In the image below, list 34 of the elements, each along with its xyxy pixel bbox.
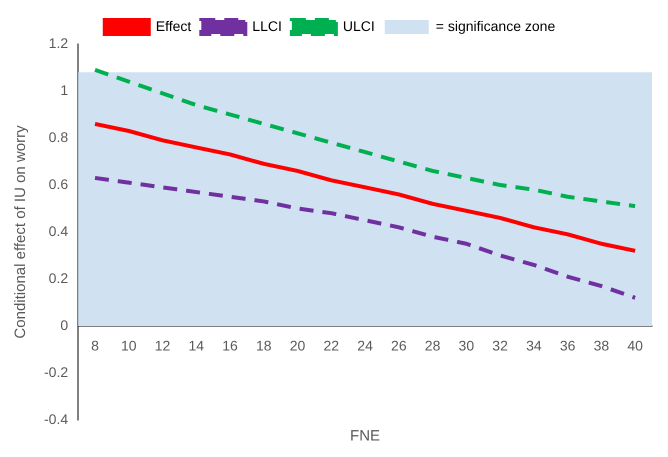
x-tick-label: 36 <box>560 337 576 354</box>
x-tick-label: 10 <box>120 337 137 354</box>
x-tick-label: 16 <box>222 337 238 354</box>
x-tick-label: 22 <box>324 337 340 354</box>
x-tick-label: 14 <box>188 337 204 354</box>
legend-label: = significance zone <box>436 18 556 34</box>
y-axis-title: Conditional effect of IU on worry <box>12 124 30 339</box>
legend-label: Effect <box>156 18 192 34</box>
x-tick-label: 40 <box>627 337 644 354</box>
x-tick-label: 28 <box>424 337 441 354</box>
y-tick-label: 0.8 <box>48 128 68 145</box>
y-tick-label: -0.4 <box>44 410 68 427</box>
x-tick-label: 24 <box>357 337 374 354</box>
y-tick-label: 1.2 <box>48 34 68 51</box>
x-tick-label: 26 <box>391 337 407 354</box>
x-tick-label: 38 <box>594 337 610 354</box>
x-axis-title: FNE <box>350 428 380 445</box>
x-tick-label: 20 <box>290 337 306 354</box>
x-tick-label: 30 <box>458 337 474 354</box>
y-tick-label: 0 <box>60 316 68 333</box>
y-tick-label: -0.2 <box>44 364 68 380</box>
x-tick-label: 32 <box>492 337 508 354</box>
y-tick-label: 1 <box>60 82 68 98</box>
x-tick-label: 8 <box>91 337 100 354</box>
x-tick-label: 34 <box>526 337 542 354</box>
x-tick-label: 12 <box>154 337 171 354</box>
legend-label: LLCI <box>252 18 282 34</box>
y-tick-label: 0.2 <box>48 270 68 286</box>
x-tick-label: 18 <box>256 337 272 354</box>
y-tick-label: 0.6 <box>48 176 68 192</box>
legend-label: ULCI <box>342 18 375 34</box>
line-series <box>93 176 638 300</box>
y-tick-label: 0.4 <box>48 222 68 239</box>
line-series <box>93 68 638 208</box>
